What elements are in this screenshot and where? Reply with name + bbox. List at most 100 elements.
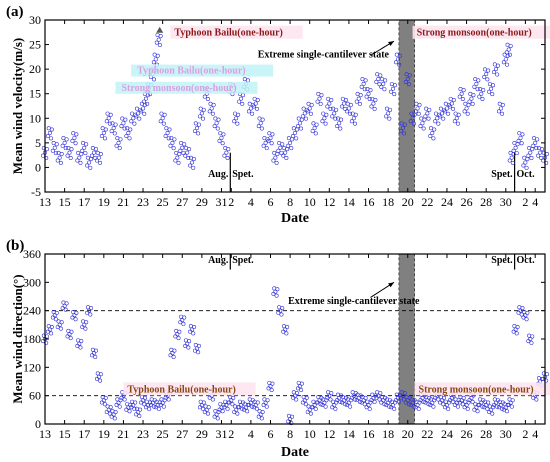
- data-point: [313, 131, 318, 136]
- data-point: [295, 386, 300, 391]
- data-point: [210, 111, 215, 116]
- data-point: [501, 60, 506, 65]
- data-point: [60, 306, 65, 311]
- data-point: [454, 400, 459, 405]
- data-point: [134, 406, 139, 411]
- data-point: [127, 136, 132, 141]
- x-tick-label: 15: [59, 195, 71, 209]
- data-point: [83, 151, 88, 156]
- data-point: [430, 400, 435, 405]
- data-point: [493, 67, 498, 72]
- data-point: [217, 138, 222, 143]
- data-point: [337, 121, 342, 126]
- data-point: [416, 111, 421, 116]
- data-point: [328, 397, 333, 402]
- data-point: [433, 111, 438, 116]
- data-point: [354, 99, 359, 104]
- data-point: [452, 402, 457, 407]
- data-point: [472, 407, 477, 412]
- data-point: [198, 106, 203, 111]
- data-point: [223, 145, 228, 150]
- data-point: [371, 396, 376, 401]
- ghost-label: Typhoon Bailu(one-hour): [137, 66, 245, 77]
- data-point: [460, 97, 465, 102]
- data-point: [375, 390, 380, 395]
- data-point: [179, 314, 184, 319]
- data-point: [67, 150, 72, 155]
- data-point: [207, 109, 212, 114]
- data-point: [458, 86, 463, 91]
- data-point: [176, 336, 181, 341]
- data-point: [436, 121, 441, 126]
- data-point: [239, 96, 244, 101]
- data-point: [302, 398, 307, 403]
- data-point: [342, 398, 347, 403]
- data-point: [485, 77, 490, 82]
- data-point: [496, 109, 501, 114]
- data-point: [415, 106, 420, 111]
- x-tick-label: 18: [382, 195, 394, 209]
- data-point: [507, 158, 512, 163]
- data-point: [78, 345, 83, 350]
- data-point: [52, 313, 57, 318]
- data-point: [77, 341, 82, 346]
- data-point: [129, 119, 134, 124]
- data-point: [101, 131, 106, 136]
- data-point: [411, 404, 416, 409]
- highlight-band: [398, 19, 416, 193]
- data-point: [274, 160, 279, 165]
- data-point: [49, 331, 54, 336]
- data-point: [94, 376, 99, 381]
- x-tick-label: 29: [196, 195, 208, 209]
- data-point: [468, 91, 473, 96]
- data-point: [403, 400, 408, 405]
- data-point: [413, 109, 418, 114]
- data-point: [438, 106, 443, 111]
- y-axis-label: Mean wind velocity(m/s): [10, 38, 25, 174]
- data-point: [291, 395, 296, 400]
- data-point: [443, 101, 448, 106]
- data-point: [352, 397, 357, 402]
- data-point: [528, 336, 533, 341]
- data-point: [90, 353, 95, 358]
- arrow-head: [388, 41, 395, 46]
- data-point: [264, 146, 269, 151]
- data-point: [340, 400, 345, 405]
- data-point: [274, 293, 279, 298]
- data-point: [326, 96, 331, 101]
- data-point: [394, 392, 399, 397]
- data-point: [377, 397, 382, 402]
- data-point: [292, 393, 297, 398]
- data-point: [41, 339, 46, 344]
- data-point: [76, 338, 81, 343]
- data-point: [47, 327, 52, 332]
- data-point: [202, 409, 207, 414]
- data-point: [124, 407, 129, 412]
- data-point: [58, 326, 63, 331]
- data-point: [532, 136, 537, 141]
- data-point: [440, 398, 445, 403]
- data-point: [455, 404, 460, 409]
- data-point: [234, 407, 239, 412]
- data-point: [65, 334, 70, 339]
- data-point: [190, 160, 195, 165]
- data-point: [411, 121, 416, 126]
- data-point: [436, 397, 441, 402]
- data-point: [508, 400, 513, 405]
- data-point: [310, 129, 315, 134]
- data-point: [230, 402, 235, 407]
- data-point: [169, 347, 174, 352]
- data-point: [284, 331, 289, 336]
- data-point: [442, 109, 447, 114]
- data-point: [262, 136, 267, 141]
- data-point: [56, 319, 61, 324]
- data-point: [254, 106, 259, 111]
- data-point: [418, 124, 423, 129]
- data-point: [96, 374, 101, 379]
- data-point: [98, 160, 103, 165]
- data-point: [463, 399, 468, 404]
- data-point: [442, 405, 447, 410]
- data-point: [225, 155, 230, 160]
- data-point: [160, 116, 165, 121]
- data-point: [473, 77, 478, 82]
